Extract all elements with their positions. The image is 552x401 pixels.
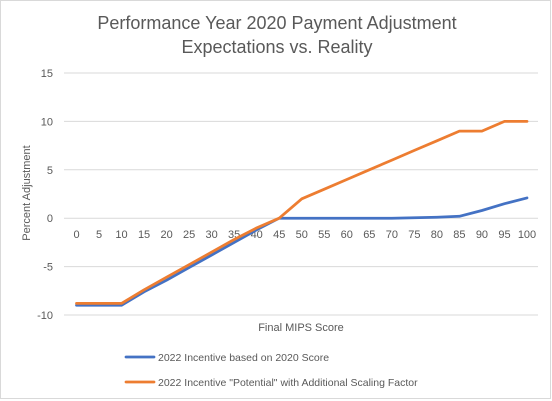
x-tick-label: 0	[73, 229, 79, 241]
y-tick-label: 10	[41, 116, 53, 128]
x-tick-label: 25	[183, 229, 195, 241]
x-tick-label: 70	[386, 229, 398, 241]
x-axis-title: Final MIPS Score	[258, 322, 344, 334]
y-tick-label: 15	[41, 68, 53, 80]
legend-label-1: 2022 Incentive based on 2020 Score	[158, 352, 329, 364]
legend-label-2: 2022 Incentive "Potential" with Addition…	[158, 377, 418, 389]
x-tick-label: 55	[318, 229, 330, 241]
y-axis-title: Percent Adjustment	[21, 145, 33, 240]
x-tick-label: 90	[476, 229, 488, 241]
y-tick-label: -10	[37, 310, 53, 322]
x-tick-label: 45	[273, 229, 285, 241]
x-tick-label: 15	[138, 229, 150, 241]
y-axis-tick-labels: -10 -5 0 5 10 15	[37, 68, 53, 322]
x-tick-label: 50	[296, 229, 308, 241]
x-tick-label: 65	[363, 229, 375, 241]
x-tick-label: 5	[96, 229, 102, 241]
x-tick-label: 20	[160, 229, 172, 241]
y-tick-label: 0	[47, 213, 53, 225]
x-tick-label: 80	[431, 229, 443, 241]
series-line-1	[75, 196, 529, 307]
x-tick-label: 10	[115, 229, 127, 241]
x-tick-label: 100	[518, 229, 536, 241]
x-tick-label: 60	[341, 229, 353, 241]
y-tick-label: -5	[43, 262, 53, 274]
x-tick-label: 95	[498, 229, 510, 241]
series-lines	[75, 120, 529, 307]
x-tick-label: 85	[453, 229, 465, 241]
x-tick-label: 30	[206, 229, 218, 241]
y-tick-label: 5	[47, 165, 53, 177]
x-tick-label: 75	[408, 229, 420, 241]
chart-title-line-2: Expectations vs. Reality	[181, 37, 372, 57]
legend: 2022 Incentive based on 2020 Score 2022 I…	[124, 352, 418, 389]
x-axis-tick-labels: 0 5 10 15 20 25 30 35 40 45 50 55 60 65 70 75 80 85 90 95 10…	[73, 229, 536, 241]
chart-title-line-1: Performance Year 2020 Payment Adjustment	[97, 13, 456, 33]
series-line-2	[75, 120, 529, 305]
gridlines	[64, 72, 538, 316]
